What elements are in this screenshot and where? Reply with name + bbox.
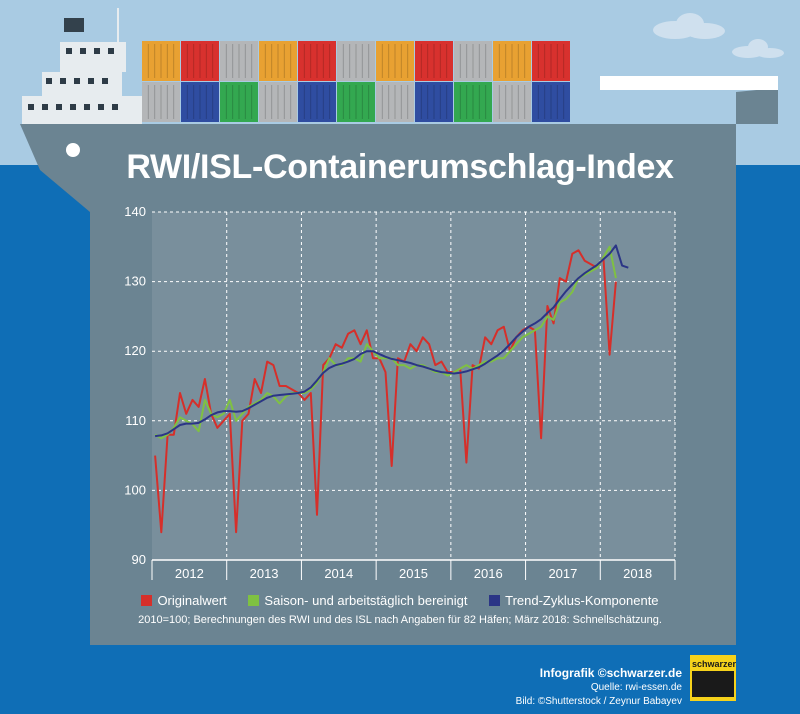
cloud-icon	[653, 13, 725, 39]
schwarzer-logo: schwarzer	[690, 655, 736, 701]
legend: Originalwert Saison- und arbeitstäglich …	[90, 593, 710, 608]
image-credit: Bild: ©Shutterstock / Zeynur Babayev	[515, 696, 682, 707]
x-tick-label: 2014	[324, 566, 353, 581]
shipping-container	[454, 82, 492, 122]
logo-mark	[692, 671, 734, 697]
shipping-container	[493, 41, 531, 81]
shipping-container	[532, 41, 570, 81]
legend-item-originalwert: Originalwert	[141, 593, 227, 608]
x-tick-label: 2015	[399, 566, 428, 581]
y-tick-label: 100	[124, 482, 146, 497]
shipping-container	[220, 82, 258, 122]
y-tick-label: 110	[125, 413, 146, 428]
series-line-trend-zyklus-komponente	[154, 244, 629, 438]
y-tick-label: 120	[124, 343, 146, 358]
porthole-icon	[66, 143, 80, 157]
ship-funnel	[64, 18, 84, 32]
shipping-container	[181, 82, 219, 122]
chart-title: RWI/ISL-Containerumschlag-Index	[126, 148, 674, 186]
ship-deckhouse	[42, 72, 122, 96]
infografik-credit: Infografik ©schwarzer.de	[539, 666, 682, 680]
y-tick-label: 90	[132, 552, 146, 567]
shipping-container	[454, 41, 492, 81]
ship-tower	[60, 42, 126, 72]
legend-label: Originalwert	[157, 593, 227, 608]
legend-swatch	[248, 595, 260, 606]
shipping-container	[493, 82, 531, 122]
chart-footnote: 2010=100; Berechnungen des RWI und des I…	[138, 614, 662, 626]
source-credit: Quelle: rwi-essen.de	[590, 682, 682, 693]
shipping-container	[142, 41, 180, 81]
legend-item-bereinigt: Saison- und arbeitstäglich bereinigt	[248, 593, 468, 608]
y-tick-label: 130	[124, 274, 146, 289]
shipping-container	[415, 41, 453, 81]
y-tick-label: 140	[124, 204, 146, 219]
shipping-container	[259, 41, 297, 81]
x-tick-label: 2012	[175, 566, 204, 581]
logo-text: schwarzer	[692, 659, 737, 669]
x-tick-label: 2018	[623, 566, 652, 581]
shipping-container	[337, 82, 375, 122]
shipping-container	[376, 82, 414, 122]
shipping-container	[259, 82, 297, 122]
x-tick-label: 2013	[250, 566, 279, 581]
shipping-container	[181, 41, 219, 81]
legend-label: Saison- und arbeitstäglich bereinigt	[264, 593, 468, 608]
shipping-container	[298, 82, 336, 122]
shipping-container	[376, 41, 414, 81]
ship-bow-rail	[600, 76, 778, 90]
legend-swatch	[489, 595, 501, 606]
ship-windows	[28, 48, 118, 110]
series-line-originalwert	[154, 249, 617, 534]
cloud-icon	[732, 39, 784, 58]
shipping-container	[142, 82, 180, 122]
container-stack	[142, 41, 570, 122]
x-tick-label: 2016	[474, 566, 503, 581]
shipping-container	[220, 41, 258, 81]
shipping-container	[415, 82, 453, 122]
shipping-container	[532, 82, 570, 122]
series-line-saison-und-arbeitst-glich-bereinigt	[154, 245, 617, 440]
x-tick-label: 2017	[548, 566, 577, 581]
shipping-container	[337, 41, 375, 81]
legend-swatch	[141, 595, 153, 606]
legend-label: Trend-Zyklus-Komponente	[505, 593, 659, 608]
shipping-container	[298, 41, 336, 81]
legend-item-trend: Trend-Zyklus-Komponente	[489, 593, 659, 608]
